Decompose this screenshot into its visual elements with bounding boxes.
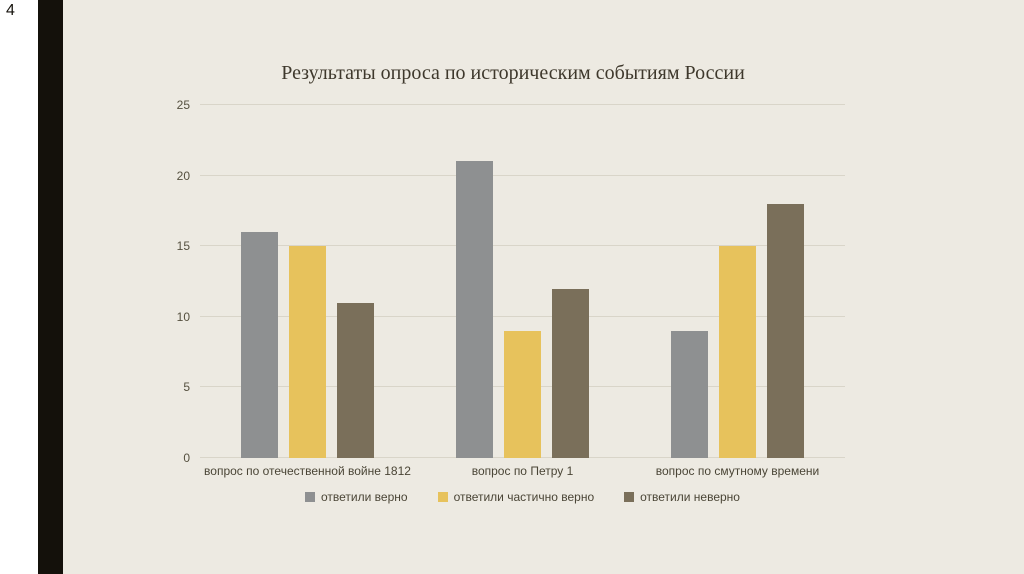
bar <box>289 246 326 458</box>
bar <box>337 302 374 458</box>
y-tick-label: 10 <box>176 309 190 324</box>
bar <box>719 246 756 458</box>
gridline <box>200 245 845 247</box>
x-axis-labels: вопрос по отечественной войне 1812 вопрос… <box>200 464 845 478</box>
left-margin: 4 <box>0 0 38 574</box>
legend-item: ответили неверно <box>624 490 740 504</box>
bar-group <box>415 105 630 458</box>
legend-swatch <box>305 492 315 502</box>
plot-area <box>200 104 845 458</box>
bar <box>456 161 493 458</box>
legend-item: ответили верно <box>305 490 408 504</box>
y-tick-label: 20 <box>176 168 190 183</box>
chart: 0 5 10 15 20 25 <box>63 98 845 465</box>
y-tick-label: 15 <box>176 239 190 254</box>
legend-label: ответили верно <box>321 490 408 504</box>
bar-group <box>200 105 415 458</box>
legend: ответили верно ответили частично верно отв… <box>200 490 845 504</box>
y-axis: 0 5 10 15 20 25 <box>63 98 200 465</box>
bar-groups <box>200 105 845 458</box>
y-tick-label: 25 <box>176 98 190 112</box>
bar <box>552 288 589 458</box>
bar <box>767 203 804 458</box>
legend-label: ответили частично верно <box>453 490 595 504</box>
chart-title: Результаты опроса по историческим событи… <box>281 62 745 84</box>
y-tick-label: 5 <box>183 380 190 395</box>
chart-region: Результаты опроса по историческим событи… <box>63 0 1024 574</box>
legend-swatch <box>437 492 448 502</box>
legend-label: ответили неверно <box>640 490 740 504</box>
legend-item: ответили частично верно <box>437 490 595 504</box>
left-accent-bar <box>38 0 63 574</box>
bar <box>241 232 278 458</box>
gridline <box>200 315 845 317</box>
gridline <box>200 174 845 176</box>
bar <box>671 330 708 458</box>
legend-swatch <box>624 492 635 502</box>
bar <box>504 330 541 458</box>
gridline <box>200 104 845 105</box>
y-tick-label: 0 <box>183 451 190 465</box>
bar-group <box>630 105 845 458</box>
x-axis-label: вопрос по Петру 1 <box>471 464 574 478</box>
x-axis-label: вопрос по смутному времени <box>655 464 820 478</box>
x-axis-label: вопрос по отечественной войне 1812 <box>204 464 411 478</box>
slide-number: 4 <box>6 2 15 19</box>
